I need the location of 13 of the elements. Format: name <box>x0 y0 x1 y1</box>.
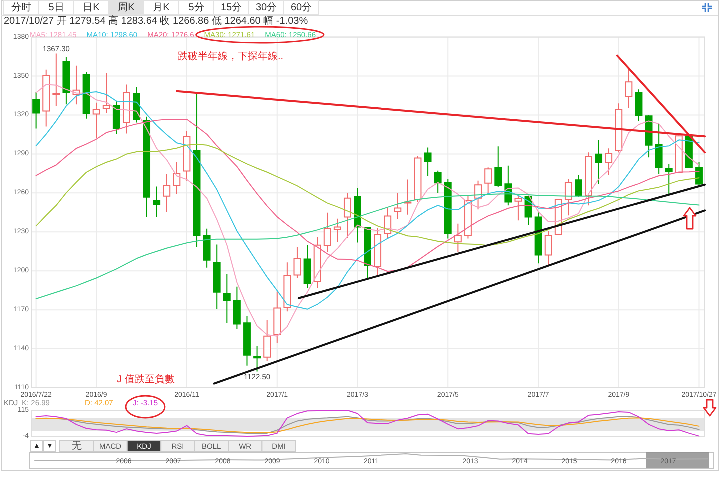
note: J 值跌至負數 <box>117 374 175 386</box>
tab-label: 无 <box>72 440 82 452</box>
tab-label: 15分 <box>220 2 242 14</box>
tab-label: 日K <box>83 2 100 14</box>
tab-label: 30分 <box>256 2 278 14</box>
tab-label: 5分 <box>188 2 204 14</box>
tab-label: 60分 <box>290 2 312 14</box>
tab-label: 5日 <box>48 2 64 14</box>
note: 跌破半年線，下探年線.. <box>178 52 284 62</box>
tab-label: 周K <box>118 2 135 14</box>
tab-label: 分时 <box>12 2 32 14</box>
readout: 2017/10/27 开 1279.54 高 1283.64 收 1266.86 低 1264.60 幅 -1.03% <box>4 16 308 27</box>
tab-label: 月K <box>153 2 170 14</box>
